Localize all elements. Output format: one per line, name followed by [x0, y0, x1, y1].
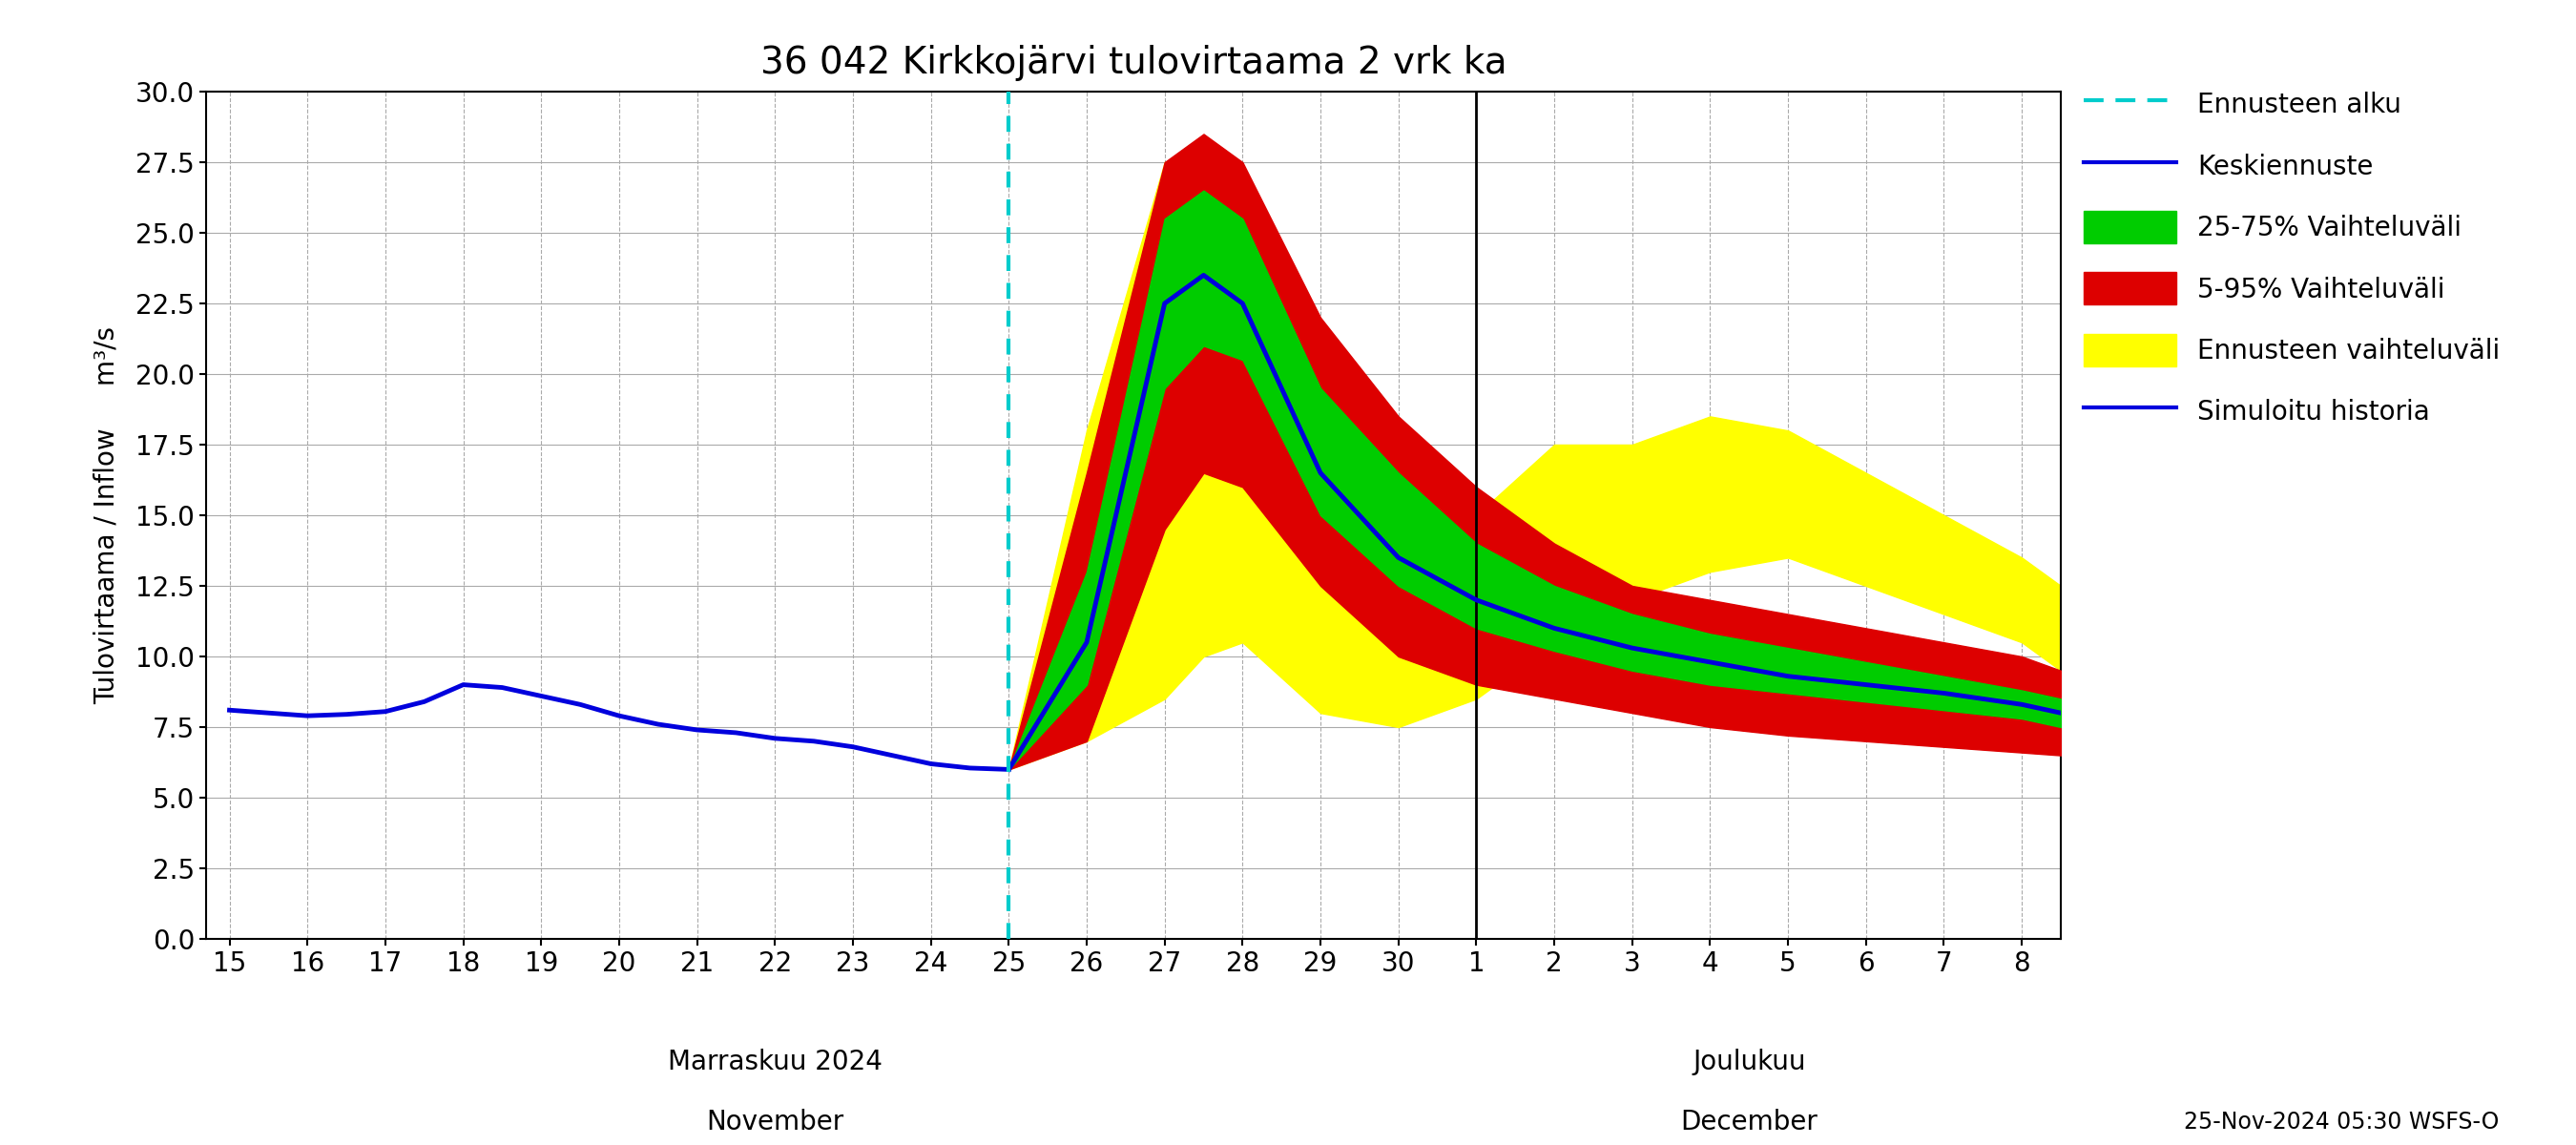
- Text: 25-Nov-2024 05:30 WSFS-O: 25-Nov-2024 05:30 WSFS-O: [2184, 1111, 2499, 1134]
- Text: December: December: [1680, 1108, 1819, 1135]
- Title: 36 042 Kirkkojärvi tulovirtaama 2 vrk ka: 36 042 Kirkkojärvi tulovirtaama 2 vrk ka: [760, 45, 1507, 80]
- Text: November: November: [706, 1108, 845, 1135]
- Text: Joulukuu: Joulukuu: [1692, 1049, 1806, 1076]
- Y-axis label: Tulovirtaama / Inflow     m³/s: Tulovirtaama / Inflow m³/s: [93, 326, 118, 704]
- Text: Marraskuu 2024: Marraskuu 2024: [667, 1049, 881, 1076]
- Legend: Ennusteen alku, Keskiennuste, 25-75% Vaihteluväli, 5-95% Vaihteluväli, Ennusteen: Ennusteen alku, Keskiennuste, 25-75% Vai…: [2084, 88, 2499, 428]
